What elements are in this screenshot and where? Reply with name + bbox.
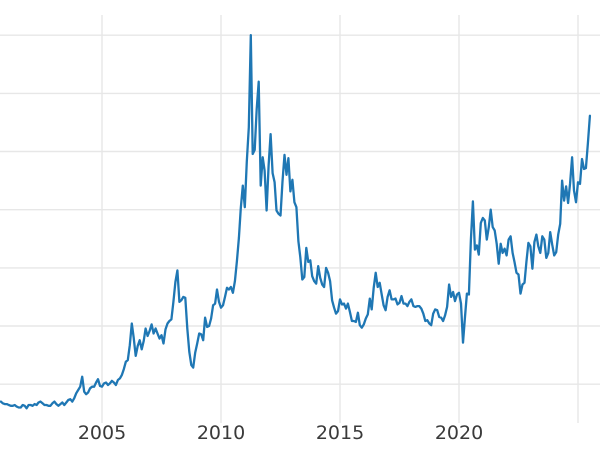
x-axis-tick-label: 2015 [316,422,364,444]
x-axis-tick-label: 2020 [435,422,483,444]
x-axis-tick-label: 2010 [197,422,245,444]
price-series-line [0,34,592,410]
x-axis-tick-label: 2005 [78,422,126,444]
